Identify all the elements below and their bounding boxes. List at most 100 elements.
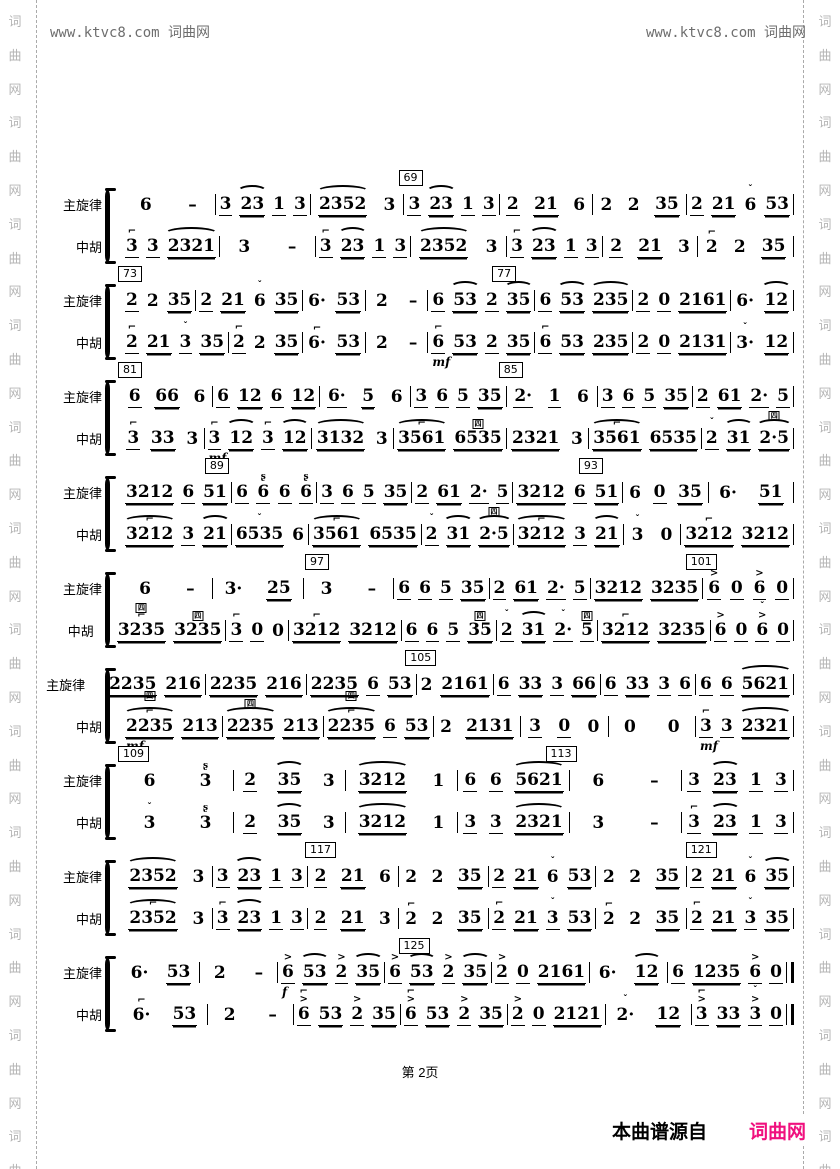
barline <box>427 290 429 311</box>
note: 3 <box>584 236 599 258</box>
note: 6 <box>592 771 605 791</box>
side-watermark-char: 网 <box>818 1096 832 1112</box>
barline <box>685 194 687 215</box>
measure: 6 > ⌐ 53 2 > 35 <box>401 987 507 1026</box>
note: 2 > <box>334 952 349 984</box>
barline <box>305 674 307 695</box>
barline <box>308 524 310 545</box>
note: 0 <box>557 716 572 738</box>
barline <box>596 620 598 641</box>
arc-mark <box>234 857 265 870</box>
measures-row: 3 ⌐ 3 2321 3–3 ⌐ 23 1 3 2352 3 3 ⌐ 23 1 3 2 21 3 2 ⌐ 2 35 <box>122 227 795 258</box>
note: 213 <box>282 716 320 738</box>
four-mark: 四 <box>768 411 780 421</box>
side-watermark-char: 网 <box>8 183 22 199</box>
note: 5 <box>776 386 791 408</box>
bow-mark: ⌐ <box>127 226 137 237</box>
measure: 2235 216 <box>206 676 306 696</box>
side-watermark-char: 词 <box>818 623 832 639</box>
side-watermark-char: 词 <box>818 724 832 740</box>
measure: 2· 1 6 <box>507 388 597 408</box>
side-watermark-char: 网 <box>818 893 832 909</box>
note: 35 <box>460 953 491 984</box>
side-watermark-char: 词 <box>818 319 832 335</box>
note: 21 <box>220 290 246 312</box>
note: 35 <box>456 908 483 930</box>
side-watermark-char: 词 <box>818 1028 832 1044</box>
note: 3 <box>215 866 230 888</box>
note: 51 <box>757 482 784 504</box>
side-watermark-char: 词 <box>8 724 22 740</box>
note: 53 <box>317 1004 344 1026</box>
note: 6 <box>404 620 419 642</box>
note: 2 <box>431 909 444 929</box>
v-mark: ˇ <box>561 610 566 620</box>
note: 21 <box>145 332 172 354</box>
note: 53 <box>406 953 437 984</box>
rehearsal-mark: 77 <box>492 266 517 282</box>
note: 2 <box>313 866 328 888</box>
note: 3212 <box>355 803 410 834</box>
measure: 3561 ⌐ 6535 <box>309 515 421 546</box>
note: 6 > <box>752 568 767 600</box>
part-label: 主旋律 <box>62 390 102 405</box>
source-site-link[interactable]: 词曲网 <box>748 1122 806 1143</box>
note: 3 <box>463 812 478 834</box>
staff-zhonghu: 中胡3⌐3333⌐123⌐12mf313233561⌐6535四23213356… <box>46 411 794 465</box>
bow-mark: ⌐ <box>210 418 219 429</box>
side-watermark-char: 词 <box>8 1028 22 1044</box>
acc-mark: > <box>299 994 308 1005</box>
note: 2 <box>146 291 159 311</box>
barline <box>364 332 366 353</box>
staff-main-melody: 主旋律 2 2 35 2 21 6 ˇ 35 6· 53 2–6 53 2 35 6 53 235 2 0 2161 6·… <box>46 281 794 312</box>
note: 6 <box>397 578 412 600</box>
note: 6 <box>425 620 440 642</box>
part-label: 主旋律 <box>62 774 102 789</box>
barline <box>506 1004 508 1025</box>
measure: 6 33 3 6 <box>601 676 695 696</box>
note: 3 <box>238 237 251 257</box>
rehearsal-mark: 117 <box>305 842 337 858</box>
bow-mark: ⌐ <box>621 610 630 621</box>
barline <box>302 332 304 353</box>
bow-mark: ⌐ <box>494 898 504 909</box>
note: – <box>650 771 659 791</box>
note: 6 <box>418 578 432 600</box>
barline <box>632 290 634 311</box>
note: 2 <box>243 770 258 792</box>
barline <box>230 524 232 545</box>
note: 0 <box>775 578 790 600</box>
barline <box>589 578 591 599</box>
note: 1 <box>748 812 763 834</box>
arc-mark <box>274 761 305 774</box>
side-watermark-char: 词 <box>818 927 832 943</box>
note: 35 <box>762 857 793 888</box>
note: 51 <box>593 482 620 504</box>
note: 2352 ⌐ <box>126 899 180 930</box>
measure: 2352 3 <box>311 185 404 216</box>
measure: 3212 6 51 <box>122 484 231 504</box>
measure: 2235 216 <box>105 676 205 696</box>
note: 6 ⌐ <box>431 322 446 354</box>
note: 53 <box>450 281 480 312</box>
note: 3 <box>320 482 335 504</box>
measure: 3 ⌐ 3 2321 <box>122 227 219 258</box>
arc-mark <box>460 953 491 966</box>
note: 2 <box>415 482 430 504</box>
measure: 2 21 6 <box>308 868 398 888</box>
measure: 3212 ⌐ 3 21 <box>122 515 231 546</box>
note: 6 <box>621 386 636 408</box>
v-mark: ˇ <box>748 857 753 867</box>
part-label: 主旋律 <box>62 966 102 981</box>
part-label: 中胡 <box>75 816 102 831</box>
side-watermark-char: 词 <box>818 826 832 842</box>
measure: 6 12 6 12 <box>213 388 319 408</box>
measure: 2 0 2161 <box>633 292 730 312</box>
barline <box>730 290 732 311</box>
measures-row: 3⌐3333⌐123⌐12mf313233561⌐6535四232133561⌐… <box>122 411 794 465</box>
note: 3 ⌐ <box>229 610 244 642</box>
note: – <box>408 333 418 353</box>
note: 6· ⌐ <box>308 323 326 353</box>
arc-mark <box>353 953 384 966</box>
